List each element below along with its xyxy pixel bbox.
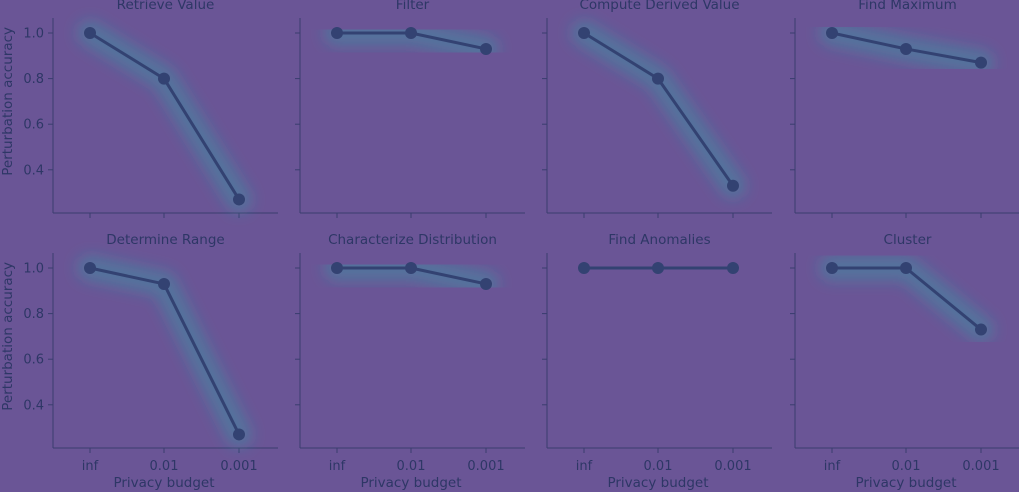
series-glow (77, 20, 252, 213)
panel-4: Find Maximum (790, 0, 1019, 218)
y-axis-label: Perturbation accuracy (0, 262, 16, 411)
series-glow (571, 20, 746, 199)
panel-8: Cluster inf 0.01 0.001 Privacy budget (790, 232, 1019, 491)
data-point-0.01 (652, 72, 664, 85)
x-tick-label: 0.01 (644, 459, 673, 474)
y-tick-label: 0.8 (23, 307, 44, 322)
data-point-inf (331, 262, 343, 274)
data-point-inf (331, 27, 343, 39)
data-point-0.01 (158, 277, 170, 290)
panel-title: Determine Range (106, 232, 224, 248)
x-tick-label: 0.001 (714, 459, 751, 474)
x-tick-label: 0.001 (220, 459, 257, 474)
panel-2: Filter (295, 0, 525, 218)
x-tick-label: inf (82, 459, 99, 474)
panel-title: Cluster (884, 232, 932, 248)
data-point-0.001 (975, 323, 987, 336)
y-tick-label: 0.6 (23, 118, 44, 133)
data-point-inf (84, 27, 96, 39)
data-point-inf (84, 262, 96, 274)
x-tick-label: 0.001 (467, 459, 504, 474)
x-tick-label: inf (824, 459, 841, 474)
data-point-0.01 (652, 262, 664, 274)
panel-1: Retrieve Value 0.4 0.6 0.8 1.0 Perturbation a… (0, 0, 278, 218)
x-tick-label: inf (576, 459, 593, 474)
data-point-0.001 (480, 42, 492, 55)
panel-7: Find Anomalies inf 0.01 0.001 Privacy budget (542, 232, 772, 491)
data-point-0.01 (405, 27, 417, 39)
data-point-0.01 (900, 262, 912, 274)
data-point-inf (578, 262, 590, 274)
data-point-0.001 (233, 193, 245, 206)
series-glow (77, 255, 252, 448)
data-point-0.01 (900, 42, 912, 55)
data-point-0.01 (405, 262, 417, 274)
x-tick-label: 0.01 (892, 459, 921, 474)
series-glow (819, 255, 994, 343)
x-axis-label: Privacy budget (113, 475, 214, 491)
panel-title: Characterize Distribution (328, 232, 497, 248)
y-tick-label: 0.4 (23, 398, 44, 413)
x-axis-label: Privacy budget (855, 475, 956, 491)
data-point-0.001 (233, 428, 245, 441)
panel-5: Determine Range 0.4 0.6 0.8 1.0 inf 0.01 0.001 P… (0, 232, 278, 491)
panel-6: Characterize Distribution inf 0.01 0.001 Pri… (295, 232, 525, 491)
y-tick-label: 0.8 (23, 72, 44, 87)
panel-title: Find Anomalies (608, 232, 710, 248)
y-axis-label: Perturbation accuracy (0, 27, 16, 176)
data-point-0.01 (158, 72, 170, 85)
data-point-0.001 (727, 179, 739, 192)
panel-title: Filter (396, 0, 430, 13)
panel-title: Compute Derived Value (579, 0, 739, 13)
data-point-inf (826, 262, 838, 274)
x-axis-label: Privacy budget (360, 475, 461, 491)
x-tick-label: inf (329, 459, 346, 474)
data-point-0.001 (480, 277, 492, 290)
panel-title: Retrieve Value (117, 0, 215, 13)
x-axis-label: Privacy budget (607, 475, 708, 491)
x-tick-label: 0.01 (150, 459, 179, 474)
panel-3: Compute Derived Value (542, 0, 772, 218)
y-tick-label: 1.0 (23, 27, 44, 42)
panel-title: Find Maximum (858, 0, 956, 13)
data-point-0.001 (975, 56, 987, 69)
x-tick-label: 0.001 (962, 459, 999, 474)
y-tick-label: 0.4 (23, 163, 44, 178)
y-tick-label: 1.0 (23, 262, 44, 277)
x-tick-label: 0.01 (397, 459, 426, 474)
data-point-inf (826, 27, 838, 39)
data-point-inf (578, 27, 590, 39)
data-point-0.001 (727, 262, 739, 274)
y-tick-label: 0.6 (23, 353, 44, 368)
